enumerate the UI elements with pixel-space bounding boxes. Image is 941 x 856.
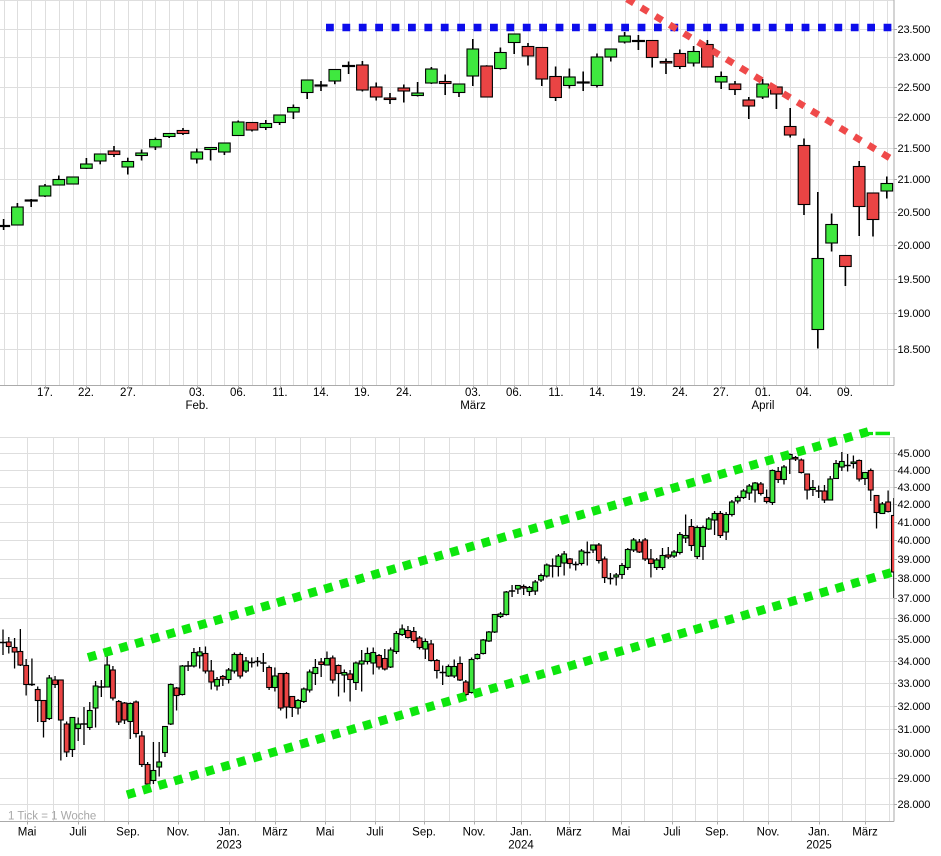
svg-text:23.000: 23.000 (898, 52, 931, 64)
svg-text:März: März (556, 827, 582, 839)
svg-text:45.000: 45.000 (898, 448, 931, 460)
svg-text:11.: 11. (272, 387, 287, 399)
svg-text:40.000: 40.000 (898, 535, 931, 547)
svg-text:06.: 06. (506, 387, 522, 399)
svg-text:39.000: 39.000 (898, 554, 931, 566)
svg-text:Nov.: Nov. (167, 827, 190, 839)
svg-text:Sep.: Sep. (116, 827, 140, 839)
svg-text:Jan.: Jan. (510, 827, 532, 839)
svg-text:30.000: 30.000 (898, 748, 931, 760)
svg-text:Jan.: Jan. (808, 827, 830, 839)
svg-text:14.: 14. (589, 387, 605, 399)
svg-text:19.: 19. (354, 387, 370, 399)
svg-text:24.: 24. (672, 387, 688, 399)
svg-text:23.500: 23.500 (898, 24, 931, 36)
svg-text:04.: 04. (796, 387, 812, 399)
svg-text:21.500: 21.500 (898, 143, 931, 155)
svg-text:31.000: 31.000 (898, 724, 931, 736)
svg-text:28.000: 28.000 (898, 799, 931, 811)
svg-text:Juli: Juli (663, 827, 680, 839)
svg-text:Nov.: Nov. (757, 827, 780, 839)
svg-text:Jan.: Jan. (218, 827, 240, 839)
svg-text:27.: 27. (120, 387, 136, 399)
svg-text:17.: 17. (37, 387, 53, 399)
svg-text:03.: 03. (465, 387, 481, 399)
svg-text:44.000: 44.000 (898, 465, 931, 477)
svg-text:Feb.: Feb. (185, 400, 208, 412)
svg-text:33.000: 33.000 (898, 678, 931, 690)
svg-text:03.: 03. (189, 387, 205, 399)
svg-text:36.000: 36.000 (898, 613, 931, 625)
svg-text:37.000: 37.000 (898, 593, 931, 605)
svg-text:März: März (460, 400, 486, 412)
svg-text:Mai: Mai (316, 827, 335, 839)
svg-text:März: März (852, 827, 878, 839)
svg-text:29.000: 29.000 (898, 773, 931, 785)
svg-text:Sep.: Sep. (412, 827, 436, 839)
svg-text:18.500: 18.500 (898, 344, 931, 356)
svg-text:19.500: 19.500 (898, 274, 931, 286)
svg-text:42.000: 42.000 (898, 499, 931, 511)
svg-text:09.: 09. (837, 387, 853, 399)
svg-text:14.: 14. (313, 387, 329, 399)
svg-text:19.: 19. (630, 387, 646, 399)
svg-text:06.: 06. (230, 387, 246, 399)
svg-text:38.000: 38.000 (898, 573, 931, 585)
svg-text:22.: 22. (78, 387, 94, 399)
svg-text:Mai: Mai (612, 827, 631, 839)
svg-text:2025: 2025 (806, 840, 832, 852)
svg-text:April: April (751, 400, 774, 412)
svg-text:32.000: 32.000 (898, 701, 931, 713)
svg-text:01.: 01. (755, 387, 771, 399)
svg-text:34.000: 34.000 (898, 656, 931, 668)
svg-text:27.: 27. (713, 387, 729, 399)
svg-text:Sep.: Sep. (705, 827, 729, 839)
svg-text:21.000: 21.000 (898, 174, 931, 186)
svg-text:11.: 11. (548, 387, 563, 399)
svg-text:43.000: 43.000 (898, 482, 931, 494)
svg-text:1 Tick = 1 Woche: 1 Tick = 1 Woche (8, 811, 96, 823)
svg-text:Mai: Mai (18, 827, 37, 839)
svg-text:20.000: 20.000 (898, 240, 931, 252)
svg-text:2023: 2023 (216, 840, 242, 852)
svg-text:März: März (262, 827, 288, 839)
svg-text:24.: 24. (396, 387, 412, 399)
svg-text:Juli: Juli (366, 827, 383, 839)
svg-text:35.000: 35.000 (898, 634, 931, 646)
svg-text:Juli: Juli (69, 827, 86, 839)
svg-text:41.000: 41.000 (898, 517, 931, 529)
svg-text:19.000: 19.000 (898, 308, 931, 320)
svg-text:2024: 2024 (508, 840, 534, 852)
svg-text:20.500: 20.500 (898, 207, 931, 219)
svg-text:22.000: 22.000 (898, 112, 931, 124)
svg-text:22.500: 22.500 (898, 82, 931, 94)
svg-text:Nov.: Nov. (463, 827, 486, 839)
